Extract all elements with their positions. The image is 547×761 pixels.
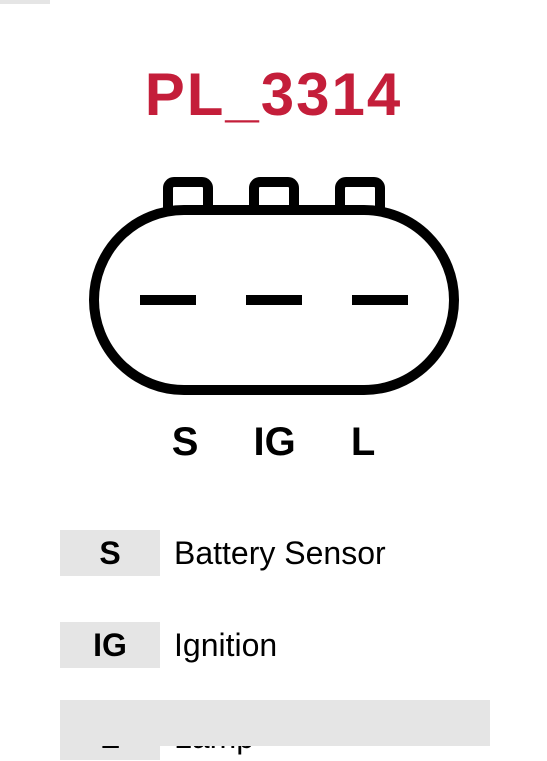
empty-desc-cell: [160, 700, 490, 746]
pin-label-l: L: [351, 420, 375, 465]
connector-pin-slot-2: [246, 295, 302, 305]
legend-code: S: [60, 530, 160, 576]
connector-svg: [64, 160, 484, 410]
pin-label-ig: IG: [254, 420, 296, 465]
pin-label-s: S: [172, 420, 199, 465]
legend-desc: Battery Sensor: [160, 530, 490, 576]
top-accent-line: [0, 0, 50, 4]
table-row: S Battery Sensor: [60, 530, 490, 576]
legend-desc: Ignition: [160, 622, 490, 668]
empty-legend-row: [60, 700, 490, 746]
connector-diagram: [0, 160, 547, 415]
table-row: IG Ignition: [60, 622, 490, 668]
empty-code-cell: [60, 700, 160, 746]
connector-pin-slot-1: [140, 295, 196, 305]
pin-labels-row: S IG L: [0, 420, 547, 465]
legend-code: IG: [60, 622, 160, 668]
connector-part-number: PL_3314: [0, 60, 547, 129]
connector-pin-slot-3: [352, 295, 408, 305]
